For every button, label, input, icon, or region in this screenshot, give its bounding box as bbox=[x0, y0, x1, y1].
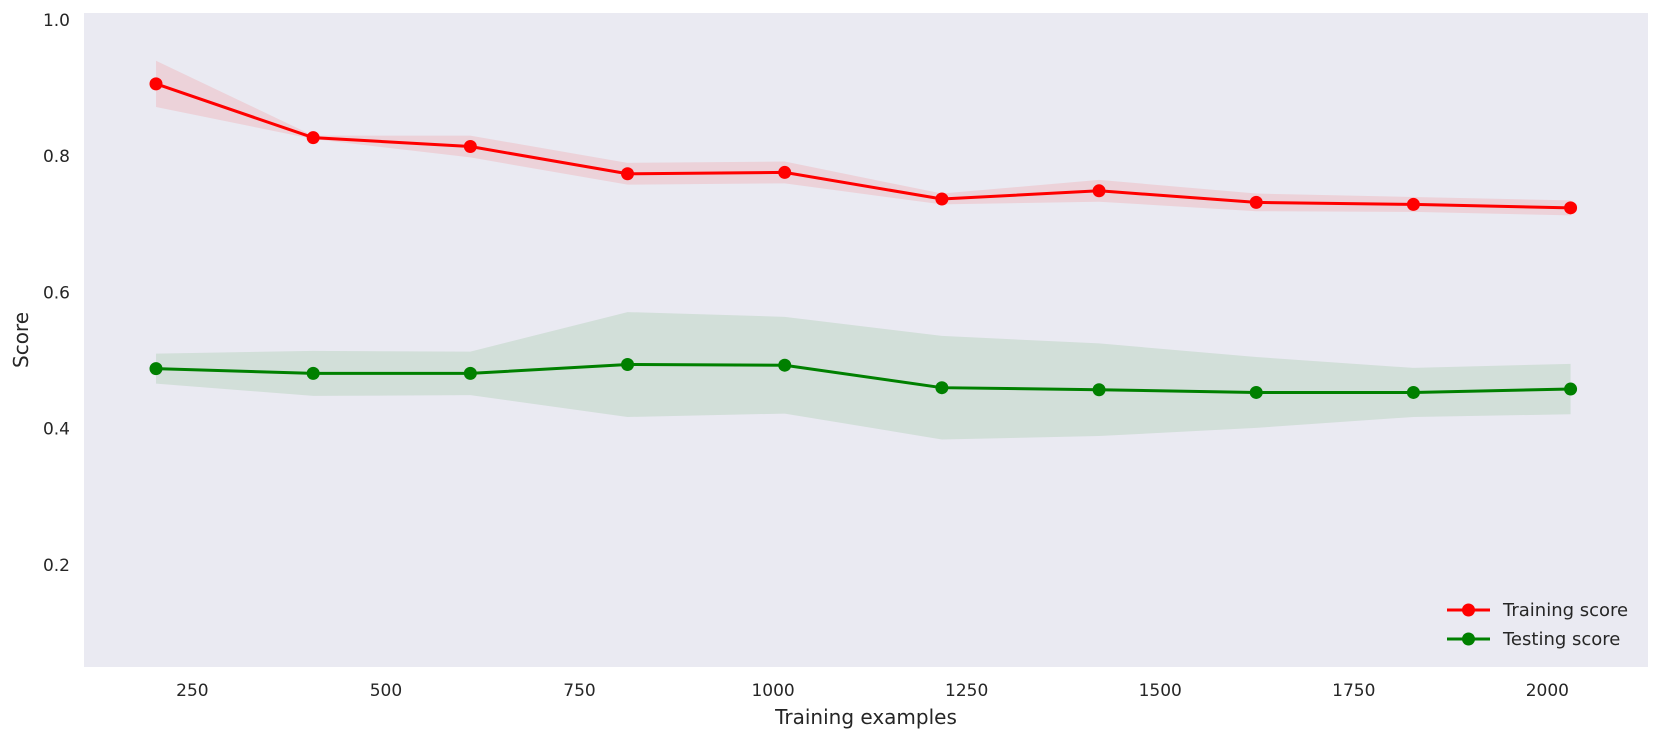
y-tick-label: 0.8 bbox=[43, 147, 70, 167]
legend-training-score-marker bbox=[1462, 603, 1475, 617]
training-score-point bbox=[778, 165, 792, 179]
y-tick-label: 0.2 bbox=[43, 556, 70, 576]
training-score-point bbox=[935, 192, 949, 206]
y-tick-label: 0.4 bbox=[43, 420, 70, 440]
training-score-point bbox=[1406, 197, 1420, 211]
testing-score-point bbox=[1564, 382, 1578, 396]
y-axis-label: Score bbox=[9, 312, 33, 368]
y-tick-label: 1.0 bbox=[43, 11, 70, 31]
testing-score-point bbox=[463, 366, 477, 380]
legend-training-score-label: Training score bbox=[1502, 600, 1628, 621]
plot-area bbox=[84, 13, 1648, 667]
y-tick-label: 0.6 bbox=[43, 283, 70, 303]
training-score-point bbox=[149, 77, 163, 91]
testing-score-point bbox=[935, 381, 949, 395]
testing-score-point bbox=[778, 358, 792, 372]
training-score-point bbox=[463, 140, 477, 154]
x-axis-ticks: 250 500 750 1000 1250 1500 1750 2000 bbox=[176, 681, 1569, 701]
legend-testing-score-label: Testing score bbox=[1502, 629, 1620, 650]
x-tick-label: 500 bbox=[370, 681, 402, 701]
training-score-point bbox=[1249, 195, 1263, 209]
training-score-point bbox=[621, 167, 635, 181]
testing-score-point bbox=[1249, 385, 1263, 399]
x-tick-label: 1750 bbox=[1332, 681, 1375, 701]
training-score-line bbox=[155, 82, 1571, 210]
testing-score-point bbox=[149, 362, 163, 376]
legend: Training score Testing score bbox=[1447, 600, 1628, 650]
x-tick-label: 750 bbox=[563, 681, 595, 701]
training-score-point bbox=[1564, 201, 1578, 215]
y-axis-ticks: 0.2 0.4 0.6 0.8 1.0 bbox=[43, 11, 70, 576]
testing-score-point bbox=[1092, 383, 1106, 397]
testing-score-point bbox=[1406, 385, 1420, 399]
series-points bbox=[149, 77, 1578, 399]
x-tick-label: 250 bbox=[176, 681, 208, 701]
testing-score-line bbox=[155, 363, 1571, 394]
testing-score-point bbox=[621, 358, 635, 372]
x-tick-label: 1000 bbox=[751, 681, 794, 701]
legend-testing-score-marker bbox=[1462, 632, 1475, 646]
x-tick-label: 1500 bbox=[1139, 681, 1182, 701]
x-tick-label: 1250 bbox=[945, 681, 988, 701]
x-axis-label: Training examples bbox=[774, 705, 957, 729]
series-lines bbox=[155, 82, 1571, 394]
training-score-point bbox=[1092, 184, 1106, 198]
training-score-point bbox=[306, 131, 320, 145]
x-tick-label: 2000 bbox=[1526, 681, 1569, 701]
testing-score-point bbox=[306, 366, 320, 380]
